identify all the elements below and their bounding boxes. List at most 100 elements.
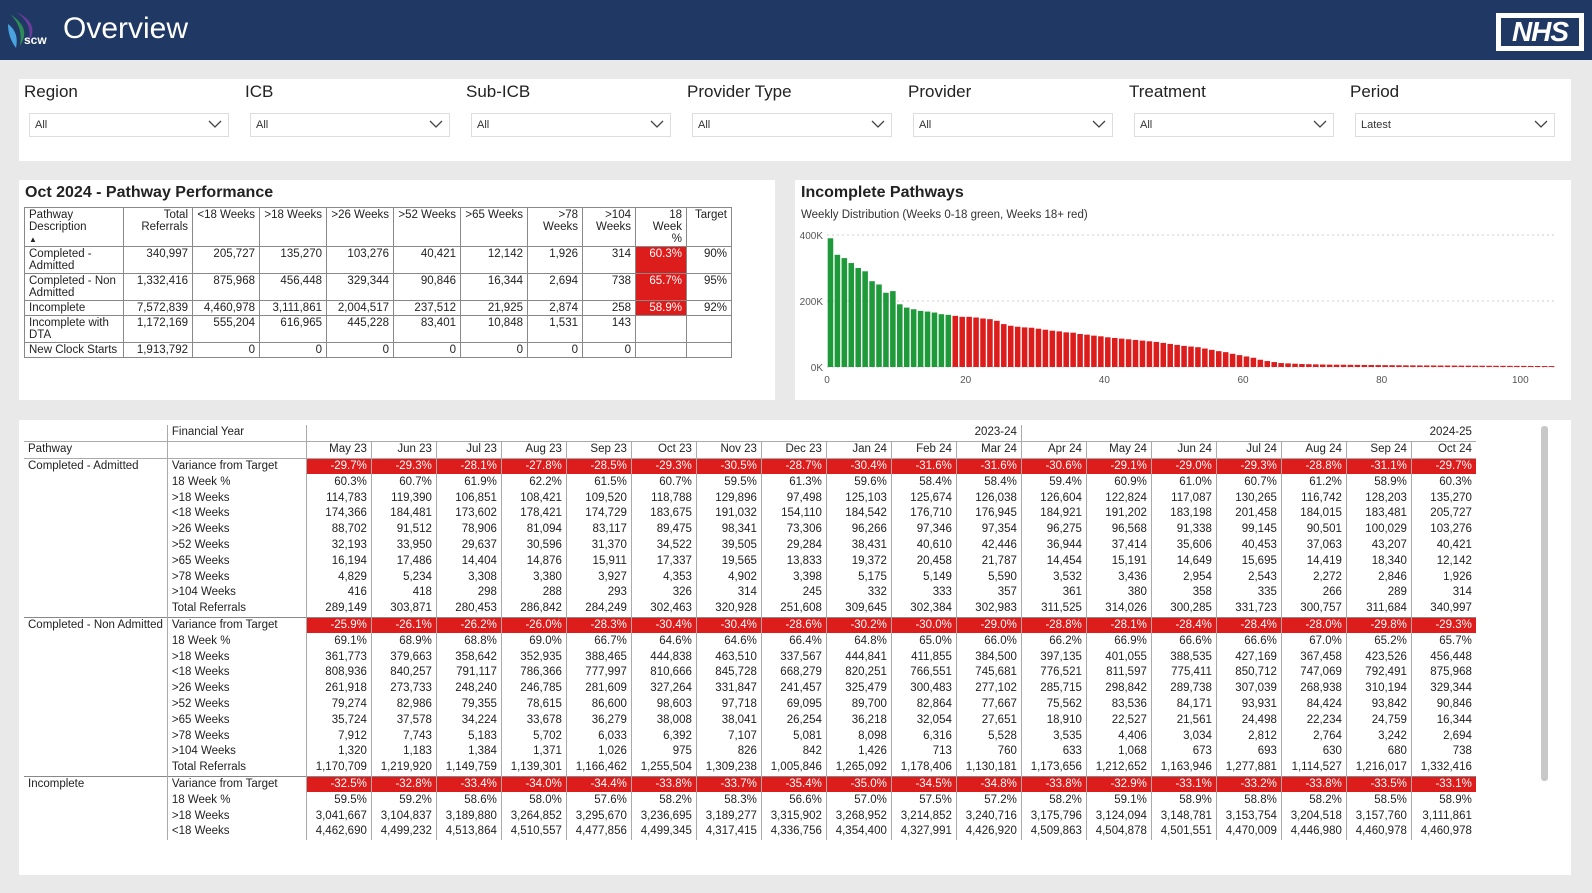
chart-bar (1444, 365, 1451, 367)
table-row[interactable]: 18 Week % 60.3% 60.7% 61.9% 62.2% 61.5% 60.7% 5… (24, 474, 1476, 491)
treatment-dropdown[interactable]: All (1134, 113, 1334, 137)
month-header[interactable]: May 23 (305, 441, 372, 459)
column-header[interactable]: >65 Weeks (460, 207, 528, 247)
table-cell: 1,913,792 (123, 342, 193, 358)
table-row[interactable]: >78 Weeks 7,912 7,743 5,183 5,702 6,033 6,392 7… (24, 728, 1476, 744)
table-row[interactable]: Total Referrals 1,170,709 1,219,920 1,149,7… (24, 759, 1476, 777)
table-cell: 258 (582, 300, 636, 316)
dropdown-value: All (35, 119, 48, 131)
column-header[interactable]: <18 Weeks (192, 207, 260, 247)
table-cell: 18,340 (1345, 553, 1412, 570)
table-cell: 261,918 (305, 680, 372, 697)
table-cell: 4,317,415 (695, 823, 762, 840)
month-header[interactable]: Sep 23 (565, 441, 632, 459)
table-cell: -30.4% (695, 616, 762, 634)
table-row[interactable]: >104 Weeks 416 418 298 288 293 326 314 245 332 333… (24, 584, 1476, 601)
column-header[interactable]: >18 Weeks (259, 207, 327, 247)
month-header[interactable]: Apr 24 (1020, 441, 1087, 459)
column-header[interactable]: >104 Weeks (582, 207, 636, 247)
table-cell: 811,597 (1085, 664, 1152, 681)
table-row[interactable]: >18 Weeks 3,041,667 3,104,837 3,189,880 3,26… (24, 808, 1476, 824)
table-row[interactable]: >104 Weeks 1,320 1,183 1,384 1,371 1,026 975 82… (24, 743, 1476, 760)
month-header[interactable]: May 24 (1085, 441, 1152, 459)
month-header[interactable]: Jul 23 (435, 441, 502, 459)
table-row[interactable]: <18 Weeks 808,936 840,257 791,117 786,366 777… (24, 664, 1476, 681)
table-cell: 7,743 (370, 728, 437, 744)
table-row[interactable]: Completed - Admitted 340,997 205,727 135,27… (24, 246, 732, 274)
table-row[interactable]: >18 Weeks 361,773 379,663 358,642 352,935 388… (24, 649, 1476, 665)
table-row[interactable]: >26 Weeks 261,918 273,733 248,240 246,785 281… (24, 680, 1476, 697)
table-cell: -29.8% (1345, 616, 1412, 634)
month-header[interactable]: Jun 24 (1150, 441, 1217, 459)
column-header[interactable]: >78 Weeks (527, 207, 583, 247)
table-row[interactable]: 18 Week % 69.1% 68.9% 68.8% 69.0% 66.7% 64.6% 6… (24, 633, 1476, 650)
table-cell: 57.0% (825, 792, 892, 809)
table-row[interactable]: >18 Weeks 114,783 119,390 106,851 108,421 109… (24, 490, 1476, 506)
table-cell: 78,906 (435, 521, 502, 538)
table-row[interactable]: Completed - Non Admitted Variance from Ta… (24, 616, 1476, 777)
table-row[interactable]: Completed - Non Admitted 1,332,416 875,968… (24, 273, 732, 301)
table-cell: 284,249 (565, 600, 632, 618)
sub-icb-dropdown[interactable]: All (471, 113, 671, 137)
measure-label: >18 Weeks (166, 490, 307, 506)
table-cell: 43,207 (1345, 537, 1412, 554)
month-header[interactable]: Jun 23 (370, 441, 437, 459)
table-cell: 21,787 (955, 553, 1022, 570)
table-row[interactable]: Total Referrals 289,149 303,871 280,453 286,… (24, 600, 1476, 618)
table-cell: 4,501,551 (1150, 823, 1217, 840)
table-cell: 3,264,852 (500, 808, 567, 824)
row-label: New Clock Starts (24, 342, 124, 358)
table-cell: 3,148,781 (1150, 808, 1217, 824)
measure-label: >78 Weeks (166, 728, 307, 744)
week18-pct-cell (635, 342, 687, 358)
column-header[interactable]: Total Referrals (123, 207, 193, 247)
table-row[interactable]: New Clock Starts 1,913,792 0 0 0 0 0 0 0 (24, 342, 732, 358)
pathway-performance-panel: Oct 2024 - Pathway Performance Pathway D… (19, 180, 775, 400)
table-row[interactable]: 18 Week % 59.5% 59.2% 58.6% 58.0% 57.6% 58.2% 5… (24, 792, 1476, 809)
table-row[interactable]: Incomplete 7,572,839 4,460,978 3,111,861 2,0… (24, 300, 732, 316)
column-header[interactable]: 18 Week % (635, 207, 687, 247)
period-dropdown[interactable]: Latest (1355, 113, 1555, 137)
chart-bar (1257, 359, 1264, 367)
table-row[interactable]: <18 Weeks 4,462,690 4,499,232 4,513,864 4,51… (24, 823, 1476, 840)
column-header[interactable]: Pathway Description ▲ (24, 207, 124, 247)
month-header[interactable]: Aug 23 (500, 441, 567, 459)
table-row[interactable]: Completed - Admitted Variance from Target… (24, 457, 1476, 618)
table-cell: 0 (582, 342, 636, 358)
month-header[interactable]: Nov 23 (695, 441, 762, 459)
table-cell: 777,997 (565, 664, 632, 681)
provider-dropdown[interactable]: All (913, 113, 1113, 137)
month-header[interactable]: Aug 24 (1280, 441, 1347, 459)
table-cell: -33.8% (630, 775, 697, 793)
table-cell: 106,851 (435, 490, 502, 506)
table-row[interactable]: Incomplete with DTA 1,172,169 555,204 616,9… (24, 315, 732, 343)
column-header[interactable]: >26 Weeks (326, 207, 394, 247)
month-header[interactable]: Mar 24 (955, 441, 1022, 459)
table-row[interactable]: >65 Weeks 16,194 17,486 14,404 14,876 15,911 1… (24, 553, 1476, 570)
column-header[interactable]: >52 Weeks (393, 207, 461, 247)
table-row[interactable]: Incomplete Variance from Target -32.5% -32.… (24, 775, 1476, 840)
table-row[interactable]: >26 Weeks 88,702 91,512 78,906 81,094 83,117 8… (24, 521, 1476, 538)
table-cell: 90,501 (1280, 521, 1347, 538)
table-cell: 303,871 (370, 600, 437, 618)
table-row[interactable]: >78 Weeks 4,829 5,234 3,308 3,380 3,927 4,353 4… (24, 569, 1476, 585)
table-row[interactable]: >65 Weeks 35,724 37,578 34,224 33,678 36,279 3… (24, 712, 1476, 729)
icb-dropdown[interactable]: All (250, 113, 450, 137)
month-header[interactable]: Jan 24 (825, 441, 892, 459)
table-cell: 791,117 (435, 664, 502, 681)
table-row[interactable]: <18 Weeks 174,366 184,481 173,602 178,421 174… (24, 505, 1476, 522)
table-cell: 616,965 (259, 315, 327, 343)
month-header[interactable]: Feb 24 (890, 441, 957, 459)
table-row[interactable]: >52 Weeks 79,274 82,986 79,355 78,615 86,600 9… (24, 696, 1476, 713)
month-header[interactable]: Oct 24 (1410, 441, 1476, 459)
table-row[interactable]: >52 Weeks 32,193 33,950 29,637 30,596 31,370 3… (24, 537, 1476, 554)
vertical-scrollbar[interactable] (1541, 426, 1548, 781)
provider-type-dropdown[interactable]: All (692, 113, 892, 137)
table-cell: 2,004,517 (326, 300, 394, 316)
column-header[interactable]: Target (686, 207, 732, 247)
month-header[interactable]: Oct 23 (630, 441, 697, 459)
month-header[interactable]: Dec 23 (760, 441, 827, 459)
month-header[interactable]: Sep 24 (1345, 441, 1412, 459)
month-header[interactable]: Jul 24 (1215, 441, 1282, 459)
region-dropdown[interactable]: All (29, 113, 229, 137)
